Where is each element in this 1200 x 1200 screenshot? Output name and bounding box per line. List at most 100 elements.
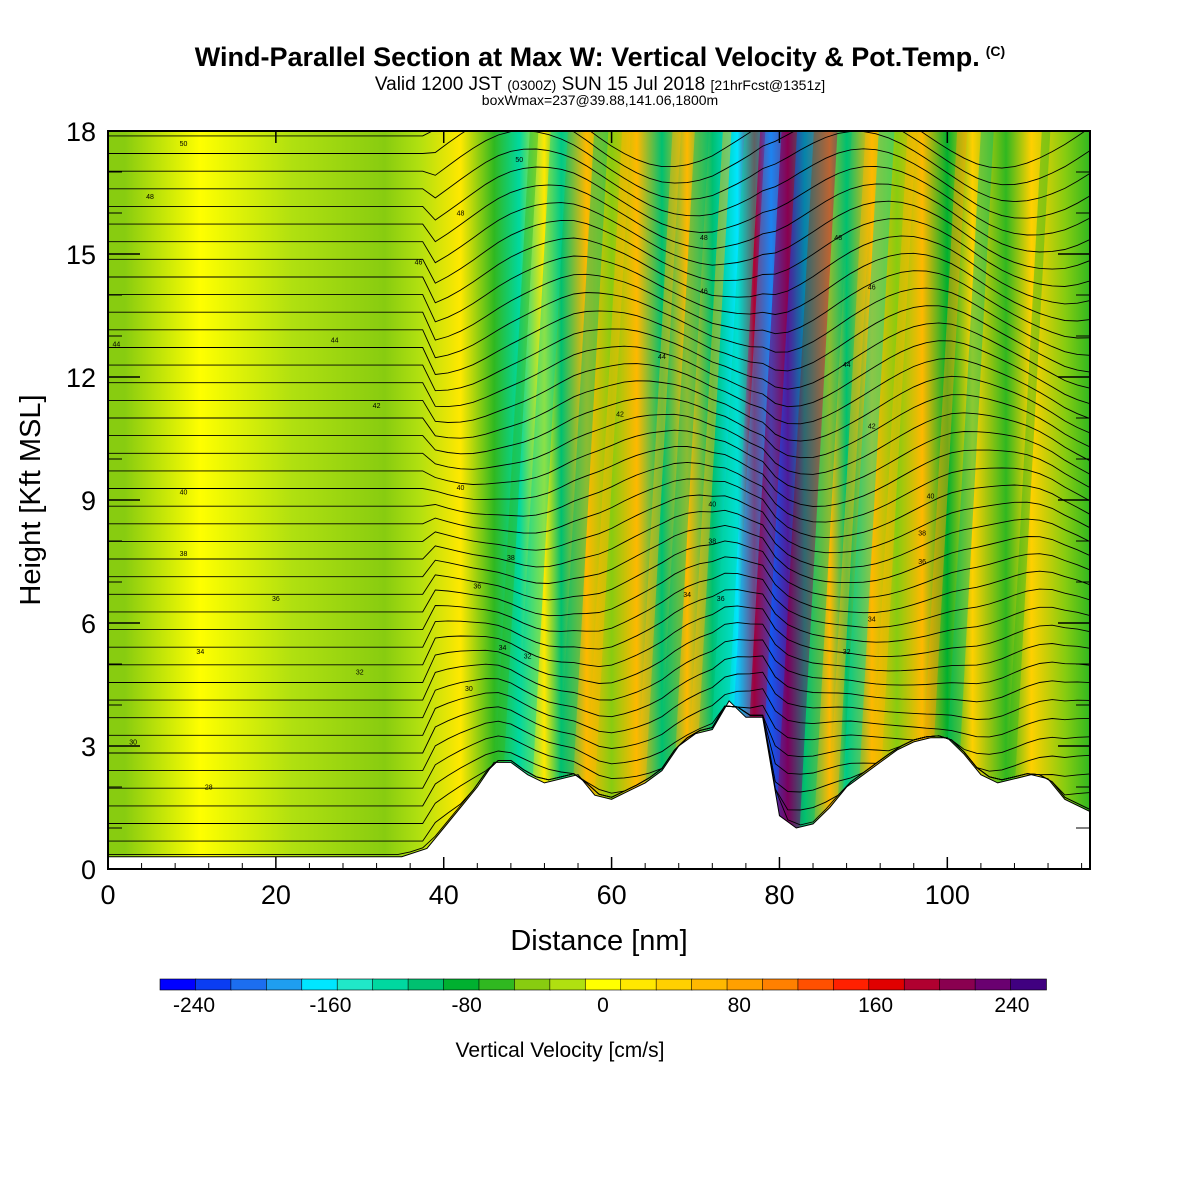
- terrain: [108, 700, 1090, 869]
- y-tick-label: 9: [81, 486, 96, 516]
- theta-label: 34: [499, 645, 507, 652]
- colorbar-title: Vertical Velocity [cm/s]: [456, 1039, 665, 1062]
- boxwmax-line: boxWmax=237@39.88,141.06,1800m: [481, 92, 719, 108]
- colorbar-swatch: [797, 978, 835, 991]
- velocity-streak: [825, 131, 875, 869]
- theta-label: 42: [868, 424, 876, 431]
- valid-time-line: Valid 1200 JST (0300Z) SUN 15 Jul 2018 […: [0, 74, 1200, 96]
- colorbar-swatch: [939, 978, 976, 991]
- theta-label: 34: [868, 616, 876, 623]
- theta-contour-line: [108, 655, 1090, 719]
- theta-contour-line: [108, 429, 1090, 492]
- theta-contour-line: [108, 509, 1090, 569]
- theta-contour-line: [108, 148, 1090, 219]
- theta-contours: [108, 131, 1090, 856]
- velocity-streak: [838, 131, 895, 869]
- theta-contour-line: [108, 671, 1090, 736]
- x-axis-title: Distance [nm]: [510, 925, 687, 957]
- x-tick-label: 80: [764, 880, 794, 910]
- theta-contour-line: [108, 322, 1090, 392]
- colorbar-tick-label: 240: [994, 994, 1029, 1017]
- theta-labels: 28 30 30 32 32 32 34 34 34 34 36 36 36 36 38 38 38 38 40 40…: [112, 141, 934, 792]
- y-tick-label: 15: [66, 240, 96, 270]
- theta-contour-line: [108, 165, 1090, 236]
- theta-label: 38: [708, 539, 716, 546]
- theta-contour-line: [108, 131, 1090, 203]
- theta-contour-line: [108, 589, 1090, 650]
- colorbar-swatch: [301, 978, 339, 991]
- velocity-streak: [940, 131, 994, 869]
- theta-contour-line: [108, 688, 1090, 754]
- theta-label: 34: [683, 592, 691, 599]
- theta-label: 36: [272, 596, 280, 603]
- x-tick-label: 0: [100, 880, 115, 910]
- theta-contour-line: [108, 494, 1090, 554]
- y-tick-label: 0: [81, 855, 96, 885]
- velocity-streak: [489, 131, 539, 869]
- colorbar-swatch: [762, 978, 799, 991]
- theta-contour-line: [108, 572, 1090, 632]
- theta-label: 46: [415, 260, 423, 267]
- velocity-streak: [797, 131, 852, 869]
- colorbar-swatch: [159, 978, 197, 991]
- velocity-streak: [582, 131, 631, 869]
- theta-contour-line: [108, 540, 1090, 601]
- theta-label: 40: [457, 485, 465, 492]
- colorbar-swatch: [868, 978, 906, 991]
- velocity-streak: [554, 131, 609, 869]
- theta-label: 44: [658, 354, 666, 361]
- theta-label: 42: [373, 403, 381, 410]
- y-tick-label: 12: [66, 363, 96, 393]
- theta-contour-line: [108, 394, 1090, 459]
- theta-label: 48: [457, 211, 465, 218]
- theta-label: 34: [196, 649, 204, 656]
- theta-label: 44: [843, 362, 851, 369]
- theta-contour-line: [108, 524, 1090, 584]
- velocity-streak: [510, 131, 568, 869]
- theta-label: 36: [473, 584, 481, 591]
- theta-label: 46: [700, 288, 708, 295]
- theta-contour-line: [108, 478, 1090, 539]
- title-text: Wind-Parallel Section at Max W: Vertical…: [194, 42, 980, 72]
- theta-contour-line: [108, 270, 1090, 341]
- theta-contour-line: [108, 639, 1090, 701]
- colorbar-swatch: [584, 978, 622, 991]
- theta-label: 48: [146, 194, 154, 201]
- colorbar-swatch: [372, 978, 409, 991]
- theta-contour-line: [108, 375, 1090, 442]
- theta-contour-line: [108, 605, 1090, 668]
- colorbar-tick-label: 80: [728, 994, 751, 1017]
- colorbar-swatch: [833, 978, 870, 991]
- copyright-mark: (C): [985, 43, 1006, 59]
- colorbar-swatch: [336, 978, 374, 991]
- theta-label: 32: [843, 649, 851, 656]
- theta-contour-line: [108, 252, 1090, 323]
- theta-label: 44: [112, 342, 120, 349]
- theta-contour-line: [108, 340, 1090, 408]
- y-tick-label: 6: [81, 609, 96, 639]
- colorbar-swatch: [620, 978, 657, 991]
- plot-area: 28 30 30 32 32 32 34 34 34 34 36 36 36 36 38 38 38 38 40 40…: [108, 131, 1090, 869]
- colorbar-tick-label: 160: [858, 994, 893, 1017]
- velocity-streak: [757, 131, 826, 869]
- colorbar-swatch: [514, 978, 551, 991]
- theta-contour-line: [108, 704, 1090, 772]
- theta-contour-line: [108, 287, 1090, 359]
- velocity-streak: [1001, 131, 1051, 869]
- colorbar-swatch: [443, 978, 480, 991]
- valid-forecast: [21hrFcst@1351z]: [710, 77, 826, 93]
- velocity-streaks: [489, 131, 1090, 869]
- theta-contour-line: [108, 357, 1090, 425]
- theta-label: 50: [515, 157, 523, 164]
- x-tick-label: 20: [261, 880, 291, 910]
- theta-label: 32: [356, 670, 364, 677]
- colorbar-swatch: [974, 978, 1012, 991]
- theta-label: 38: [507, 555, 515, 562]
- theta-label: 40: [180, 489, 188, 496]
- theta-label: 50: [180, 141, 188, 148]
- x-tick-label: 40: [429, 880, 459, 910]
- velocity-streak: [1085, 789, 1090, 869]
- x-tick-label: 100: [925, 880, 970, 910]
- theta-contour-line: [108, 412, 1090, 475]
